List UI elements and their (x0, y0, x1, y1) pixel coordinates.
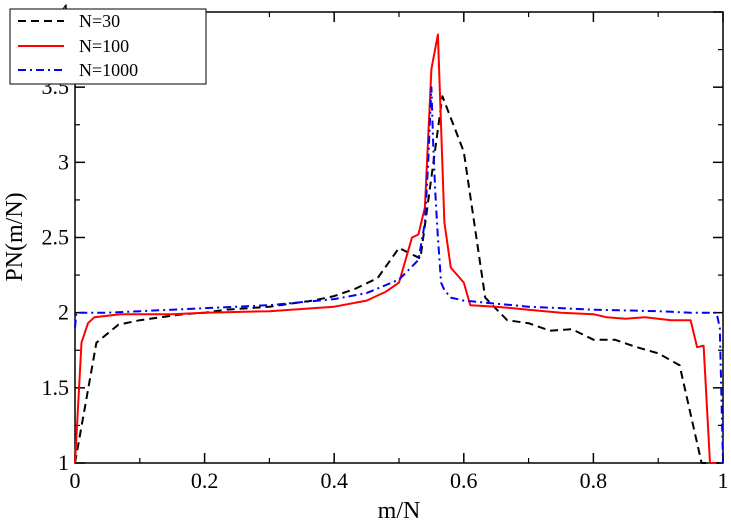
series-line-n30 (74, 95, 723, 464)
x-tick-label: 0.4 (320, 468, 348, 493)
y-tick-label: 1.5 (42, 375, 70, 400)
legend-label-n100: N=100 (79, 36, 129, 56)
x-tick-label: 0.2 (191, 468, 219, 493)
x-tick-label: 0.8 (580, 468, 608, 493)
legend-label-n1000: N=1000 (79, 60, 138, 80)
y-tick-label: 3 (58, 149, 69, 174)
legend: N=30 N=100 N=1000 (9, 8, 207, 85)
y-tick-label: 2 (58, 300, 69, 325)
x-tick-label: 0.6 (450, 468, 478, 493)
legend-label-n30: N=30 (79, 11, 120, 31)
series-line-n1000 (74, 86, 724, 464)
series-layer (74, 33, 724, 464)
x-tick-label: 1 (718, 468, 729, 493)
series-line-n100 (74, 33, 717, 464)
y-tick-label: 2.5 (42, 225, 70, 250)
x-axis-title: m/N (378, 498, 421, 522)
y-tick-label: 1 (58, 450, 69, 475)
x-tick-label: 0 (70, 468, 81, 493)
y-axis-title: PN(m/N) (2, 192, 28, 281)
